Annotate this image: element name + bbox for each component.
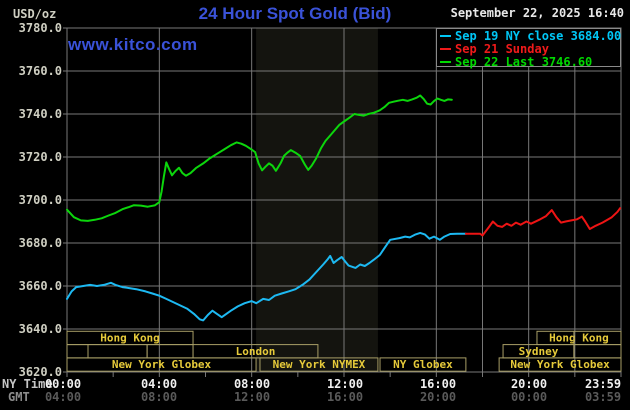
legend-label: Sep 19 NY close 3684.00 [455,28,622,43]
y-tick-label: 3720.0 [18,150,62,164]
legend-dash-icon [440,47,451,50]
session-box [379,357,467,372]
x-axis-gmt-label: GMT [8,390,30,404]
price-line [66,94,453,222]
ny-time-tick-label: 04:00 [140,377,178,391]
y-tick-label: 3680.0 [18,236,62,250]
legend-label: Sep 22 Last 3746.60 [455,54,593,69]
gmt-tick-label: 08:00 [140,390,178,404]
gmt-tick-label: 00:00 [510,390,548,404]
price-line [464,207,622,237]
gmt-tick-label: 03:59 [584,390,622,404]
gmt-tick-label: 04:00 [44,390,82,404]
y-tick-label: 3640.0 [18,322,62,336]
ny-time-tick-label: 00:00 [44,377,82,391]
legend-label: Sep 21 Sunday [455,41,549,56]
page-title: 24 Hour Spot Gold (Bid) [198,4,392,23]
ny-time-tick-label: 16:00 [419,377,457,391]
chart-datetime: September 22, 2025 16:40 [450,6,624,20]
legend-item: Sep 21 Sunday [440,41,549,56]
session-box [498,357,622,372]
price-line [66,231,467,322]
gmt-tick-label: 16:00 [326,390,364,404]
legend-dash-icon [440,34,451,37]
session-box [66,357,257,372]
ny-time-tick-label: 12:00 [326,377,364,391]
y-tick-label: 3660.0 [18,279,62,293]
session-box [87,344,148,359]
session-label: New York Globex [510,358,610,371]
gmt-tick-label: 12:00 [233,390,271,404]
y-tick-label: 3700.0 [18,193,62,207]
session-label: NY Globex [393,358,453,371]
y-tick-label: 3620.0 [18,365,62,379]
legend-item: Sep 22 Last 3746.60 [440,54,593,69]
session-box [66,344,89,359]
session-label: New York Globex [112,358,212,371]
session-box [573,344,622,359]
session-label: New York NYMEX [273,358,366,371]
ny-time-tick-label: 08:00 [233,377,271,391]
y-axis-units-label: USD/oz [13,7,57,21]
y-tick-label: 3760.0 [18,64,62,78]
y-tick-label: 3780.0 [18,21,62,35]
session-label: Hong Kong [549,332,609,345]
ny-time-tick-label: 23:59 [584,377,622,391]
session-label: London [236,345,276,358]
session-label: Sydney [519,345,559,358]
session-box [259,357,379,372]
legend-item: Sep 19 NY close 3684.00 [440,28,622,43]
gmt-tick-label: 20:00 [419,390,457,404]
session-box [146,344,194,359]
session-label: Hong Kong [100,332,160,345]
legend-dash-icon [440,60,451,63]
kitco-watermark-link[interactable]: www.kitco.com [68,35,198,54]
legend: Sep 19 NY close 3684.00 Sep 21 Sunday Se… [436,28,622,69]
ny-time-tick-label: 20:00 [510,377,548,391]
x-axis-ny-label: NY Time [2,377,53,391]
y-tick-label: 3740.0 [18,107,62,121]
